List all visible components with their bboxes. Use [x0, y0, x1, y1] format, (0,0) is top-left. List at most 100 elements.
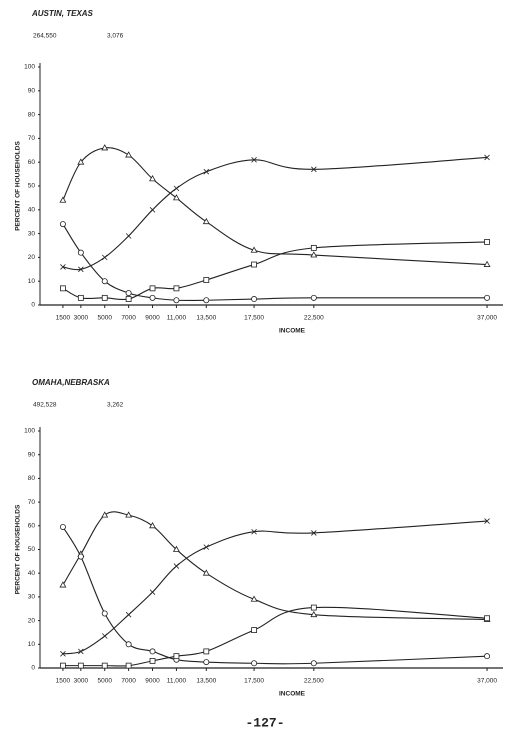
marker-circle: [310, 294, 317, 301]
marker-circle: [149, 648, 156, 655]
marker-triangle: [59, 196, 67, 203]
marker-circle: [173, 297, 180, 304]
marker-cross: [149, 207, 156, 213]
marker-circle: [101, 610, 108, 617]
marker-square: [125, 662, 132, 669]
marker-square: [310, 604, 317, 611]
marker-circle: [310, 660, 317, 667]
y-tick-label: 30: [28, 230, 36, 237]
x-tick-label: 37,000: [477, 678, 497, 685]
marker-triangle: [59, 581, 67, 588]
marker-triangle: [250, 595, 258, 602]
x-tick-label: 37,000: [477, 315, 497, 322]
x-tick-label: 5000: [98, 315, 113, 322]
marker-circle: [484, 653, 491, 660]
marker-cross: [78, 648, 84, 655]
marker-circle: [59, 523, 66, 530]
y-tick-label: 20: [28, 617, 36, 624]
chart-title: AUSTIN, TEXAS: [31, 9, 94, 18]
marker-triangle: [202, 217, 210, 225]
y-tick-label: 50: [28, 183, 36, 190]
y-tick-label: 90: [28, 451, 36, 458]
marker-circle: [203, 659, 210, 666]
marker-square: [101, 662, 108, 669]
marker-cross: [125, 611, 132, 618]
marker-cross: [60, 264, 66, 270]
marker-triangle: [202, 569, 210, 576]
marker-square: [101, 294, 108, 301]
y-tick-label: 20: [28, 254, 36, 261]
marker-square: [251, 627, 257, 633]
x-tick-label: 17,500: [244, 315, 264, 322]
marker-square: [125, 296, 132, 302]
marker-cross: [78, 266, 84, 273]
marker-cross: [203, 544, 210, 550]
y-tick-label: 70: [28, 499, 36, 506]
y-tick-label: 60: [28, 159, 36, 166]
y-tick-label: 100: [24, 428, 35, 435]
marker-square: [203, 277, 210, 283]
y-tick-label: 10: [28, 641, 36, 648]
marker-square: [60, 285, 66, 292]
marker-circle: [101, 278, 108, 285]
x-tick-label: 22,500: [304, 315, 324, 322]
marker-cross: [149, 589, 156, 595]
marker-circle: [125, 641, 132, 648]
marker-cross: [173, 185, 180, 192]
annotation: 3,076: [107, 33, 124, 40]
marker-triangle: [310, 251, 318, 258]
marker-cross: [251, 528, 257, 535]
x-axis-label: INCOME: [279, 328, 306, 335]
y-tick-label: 40: [28, 570, 36, 577]
marker-square: [203, 648, 210, 655]
marker-cross: [311, 166, 317, 173]
marker-square: [77, 662, 84, 669]
x-tick-label: 5000: [98, 678, 113, 685]
marker-cross: [311, 530, 317, 536]
chart-title: OMAHA,NEBRASKA: [32, 378, 110, 387]
marker-square: [173, 653, 180, 660]
y-tick-label: 80: [28, 111, 36, 118]
marker-cross: [251, 157, 257, 163]
marker-square: [77, 294, 84, 301]
marker-square: [60, 662, 66, 669]
x-tick-label: 13,500: [196, 678, 216, 685]
x-tick-label: 9000: [145, 315, 160, 322]
marker-triangle: [310, 610, 318, 618]
marker-square: [251, 261, 257, 268]
marker-square: [484, 239, 490, 245]
x-tick-label: 1500: [56, 315, 71, 322]
y-tick-label: 30: [28, 594, 36, 601]
y-tick-label: 90: [28, 88, 36, 95]
x-tick-label: 9000: [145, 678, 160, 685]
marker-triangle: [77, 158, 85, 165]
x-axis-label: INCOME: [279, 691, 306, 698]
y-tick-label: 0: [31, 302, 35, 309]
marker-circle: [484, 294, 491, 301]
marker-triangle: [101, 511, 109, 518]
marker-triangle: [149, 521, 157, 529]
x-tick-label: 17,500: [244, 678, 264, 685]
marker-cross: [60, 650, 66, 657]
marker-cross: [125, 233, 132, 239]
marker-square: [310, 244, 317, 251]
marker-triangle: [125, 151, 133, 158]
marker-circle: [59, 221, 66, 228]
marker-circle: [251, 660, 258, 667]
y-tick-label: 10: [28, 278, 36, 285]
annotation: 492,528: [33, 402, 57, 409]
y-axis-label: PERCENT OF HOUSEHOLDS: [15, 504, 22, 594]
y-tick-label: 50: [28, 546, 36, 553]
y-tick-label: 70: [28, 135, 36, 142]
marker-cross: [173, 563, 180, 569]
marker-circle: [149, 294, 156, 301]
y-tick-label: 0: [31, 665, 35, 672]
x-tick-label: 1500: [56, 678, 71, 685]
marker-triangle: [172, 545, 180, 552]
x-tick-label: 11,000: [167, 315, 187, 322]
x-tick-label: 11,000: [167, 678, 187, 685]
y-tick-label: 100: [24, 64, 35, 71]
marker-square: [149, 657, 156, 664]
